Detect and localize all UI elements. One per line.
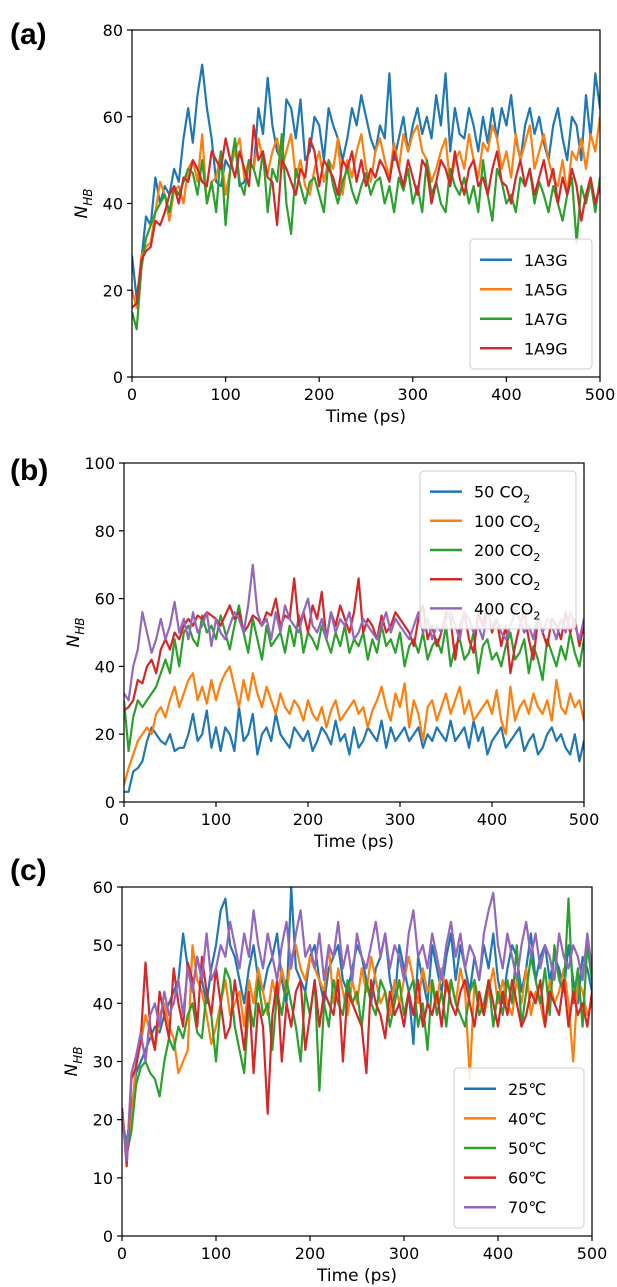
- y-tick-label: 20: [93, 1111, 113, 1130]
- y-tick-label: 30: [93, 1053, 113, 1072]
- x-tick-label: 500: [585, 385, 616, 404]
- y-axis-label: NHB: [62, 1047, 85, 1077]
- x-tick-label: 300: [389, 1244, 420, 1263]
- axes-frame: [123, 462, 585, 803]
- legend-label: 300 CO2: [474, 570, 540, 593]
- series-line-1a9g: [132, 124, 600, 309]
- y-tick-label: 20: [95, 725, 115, 744]
- y-tick-label: 0: [113, 368, 123, 387]
- y-tick-label: 100: [84, 454, 115, 473]
- legend-label: 100 CO2: [474, 512, 540, 535]
- x-tick-label: 100: [201, 810, 232, 829]
- x-tick-label: 100: [201, 1244, 232, 1263]
- x-tick-label: 200: [295, 1244, 326, 1263]
- series-line-60: [122, 955, 592, 1168]
- x-tick-label: 200: [304, 385, 335, 404]
- panel-c: (c) 0 100 200 300 400 500 0 10 20 30 40 50 60 Time (p…: [10, 854, 608, 1286]
- panel-label-a: (a): [10, 18, 47, 51]
- legend: 1A3G 1A5G 1A7G 1A9G: [469, 238, 593, 370]
- series-line-70: [122, 891, 592, 1162]
- series-line-1a5g: [132, 115, 600, 309]
- x-tick-label: 400: [491, 385, 522, 404]
- y-tick-label: 40: [95, 657, 115, 676]
- series-group: [132, 63, 600, 331]
- series-line-200-co2: [124, 604, 584, 753]
- panel-label-c: (c): [10, 854, 47, 887]
- panel-b: (b) 0 100 200 300 400 500 0 20 40 60 80 100 Time (ps…: [10, 454, 600, 852]
- y-tick-label: 50: [93, 936, 113, 955]
- legend-box: [419, 470, 577, 630]
- series-line-100-co2: [124, 665, 584, 786]
- series-line-1a7g: [132, 133, 600, 331]
- y-tick-label: 20: [103, 281, 123, 300]
- x-tick-label: 500: [569, 810, 600, 829]
- plot-area-a: 0 100 200 300 400 500 0 20 40 60 80 Time (ps) NHB 1A3…: [72, 21, 616, 427]
- y-axis-label: NHB: [72, 189, 95, 219]
- legend-label: 400 CO2: [474, 599, 540, 622]
- x-tick-label: 200: [293, 810, 324, 829]
- y-tick-label: 60: [103, 108, 123, 127]
- legend-label: 50 CO2: [474, 483, 530, 506]
- legend-label: 1A5G: [524, 280, 568, 299]
- x-tick-label: 100: [210, 385, 241, 404]
- legend-label: 200 CO2: [474, 541, 540, 564]
- x-axis-label: Time (ps): [313, 832, 394, 852]
- y-tick-label: 80: [103, 21, 123, 40]
- legend-label: 60℃: [508, 1169, 546, 1188]
- x-tick-label: 300: [398, 385, 429, 404]
- series-line-50-co2: [124, 705, 584, 793]
- legend-label: 50℃: [508, 1139, 546, 1158]
- x-tick-label: 400: [483, 1244, 514, 1263]
- x-tick-label: 0: [117, 1244, 127, 1263]
- plot-area-c: 0 100 200 300 400 500 0 10 20 30 40 50 60 Time (ps) NH…: [62, 878, 608, 1286]
- y-tick-label: 10: [93, 1169, 113, 1188]
- legend-label: 40℃: [508, 1109, 546, 1128]
- series-line-50: [122, 897, 592, 1156]
- panel-a: (a) 0 100 200 300 400 500 0 20 40 60 80 Time (ps) NH…: [10, 18, 616, 427]
- y-tick-label: 40: [93, 994, 113, 1013]
- x-tick-label: 500: [577, 1244, 608, 1263]
- y-tick-label: 0: [105, 793, 115, 812]
- legend: 50 CO2 100 CO2 200 CO2 300 CO2 400 CO2: [419, 470, 577, 630]
- y-axis-label: NHB: [64, 618, 87, 648]
- legend-label: 1A3G: [524, 251, 568, 270]
- legend-label: 70℃: [508, 1198, 546, 1217]
- x-tick-label: 0: [119, 810, 129, 829]
- y-tick-label: 40: [103, 195, 123, 214]
- legend: 25℃ 40℃ 50℃ 60℃ 70℃: [453, 1067, 585, 1229]
- legend-label: 25℃: [508, 1080, 546, 1099]
- x-tick-label: 400: [477, 810, 508, 829]
- legend-box: [469, 238, 593, 370]
- x-tick-label: 300: [385, 810, 416, 829]
- y-tick-label: 80: [95, 522, 115, 541]
- panel-label-b: (b): [10, 454, 48, 487]
- x-tick-label: 0: [127, 385, 137, 404]
- series-group: [122, 887, 592, 1168]
- x-axis-label: Time (ps): [316, 1266, 397, 1286]
- y-tick-label: 0: [103, 1227, 113, 1246]
- y-tick-label: 60: [93, 878, 113, 897]
- plot-area-b: 0 100 200 300 400 500 0 20 40 60 80 100 Time (ps) NHB…: [64, 454, 600, 852]
- legend-box: [453, 1067, 585, 1229]
- legend-label: 1A9G: [524, 339, 568, 358]
- series-line-40: [122, 944, 592, 1156]
- legend-label: 1A7G: [524, 310, 568, 329]
- x-axis-label: Time (ps): [325, 407, 406, 427]
- y-tick-label: 60: [95, 590, 115, 609]
